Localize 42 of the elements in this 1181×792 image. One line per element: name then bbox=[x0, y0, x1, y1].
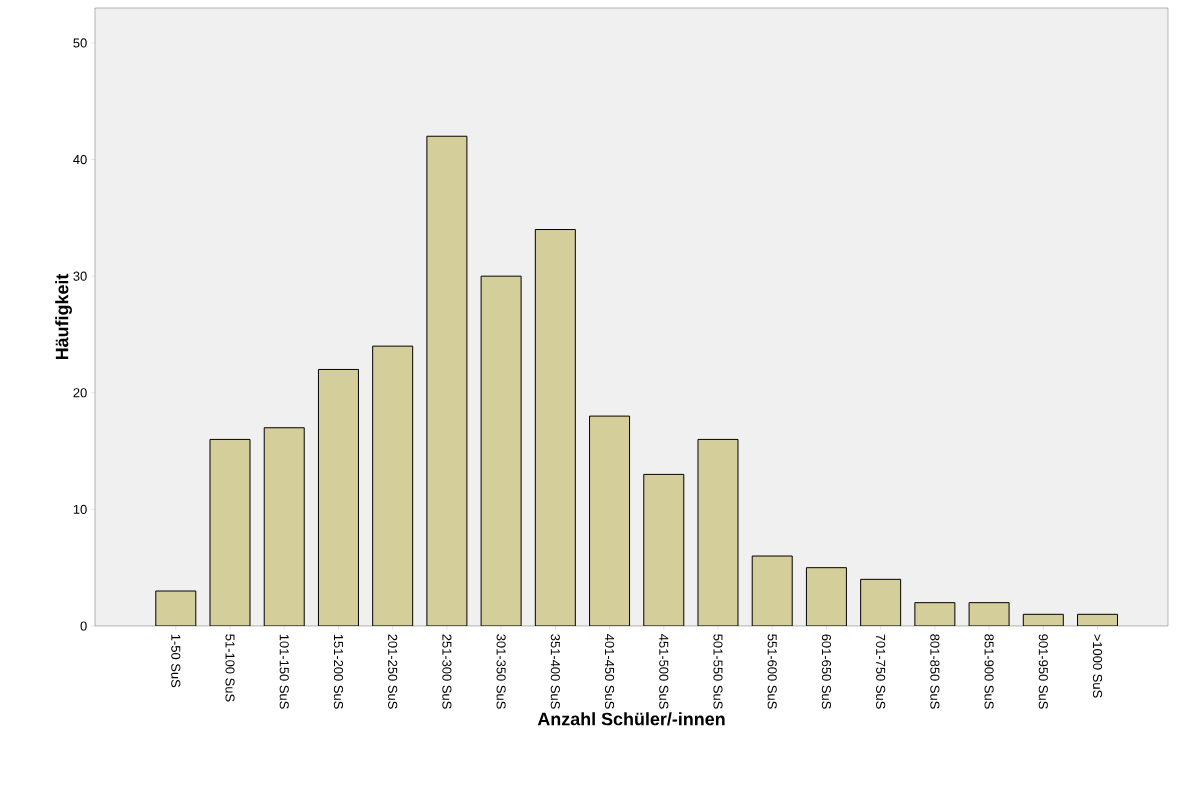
x-tick-label: 51-100 SuS bbox=[225, 634, 235, 702]
bar bbox=[969, 602, 1010, 626]
bar bbox=[643, 474, 684, 626]
bar bbox=[426, 136, 467, 626]
x-axis-title: Anzahl Schüler/-innen bbox=[537, 712, 725, 726]
bar bbox=[697, 439, 738, 626]
bar bbox=[155, 591, 196, 626]
y-tick-label: 30 bbox=[73, 271, 87, 281]
x-tick-label: 401-450 SuS bbox=[604, 634, 615, 709]
bar bbox=[535, 229, 576, 626]
bar bbox=[589, 416, 630, 626]
bar bbox=[914, 602, 955, 626]
bar bbox=[481, 276, 522, 626]
x-tick-label: 551-600 SuS bbox=[767, 634, 777, 709]
y-tick-label: 50 bbox=[73, 38, 87, 48]
x-tick-label: 701-750 SuS bbox=[876, 634, 886, 709]
bar bbox=[806, 567, 847, 626]
x-tick-label: 1-50 SuS bbox=[171, 634, 181, 688]
x-tick-label: >1000 SuS bbox=[1092, 634, 1103, 698]
bar bbox=[752, 556, 793, 626]
x-tick-label: 501-550 SuS bbox=[713, 634, 723, 709]
bar bbox=[210, 439, 251, 626]
y-tick-label: 20 bbox=[73, 388, 87, 398]
x-tick-label: 351-400 SuS bbox=[550, 634, 560, 709]
x-tick-label: 151-200 SuS bbox=[333, 634, 344, 709]
x-tick-label: 101-150 SuS bbox=[279, 634, 289, 709]
bar bbox=[318, 369, 359, 626]
x-tick-label: 901-950 SuS bbox=[1038, 634, 1048, 709]
y-tick-label: 40 bbox=[73, 154, 87, 165]
x-tick-label: 301-350 SuS bbox=[496, 634, 506, 709]
y-axis-title: Häufigkeit bbox=[55, 273, 72, 360]
bar bbox=[860, 579, 901, 626]
bar bbox=[372, 346, 413, 626]
x-tick-label: 451-500 SuS bbox=[659, 634, 669, 709]
y-tick-label: 10 bbox=[73, 504, 87, 514]
x-tick-label: 601-650 SuS bbox=[821, 634, 832, 709]
bar bbox=[264, 427, 305, 626]
x-tick-label: 201-250 SuS bbox=[388, 634, 398, 709]
x-tick-label: 801-850 SuS bbox=[930, 634, 940, 709]
x-tick-label: 851-900 SuS bbox=[984, 634, 994, 709]
y-tick-label: 0 bbox=[80, 621, 87, 631]
x-tick-label: 251-300 SuS bbox=[442, 634, 452, 709]
